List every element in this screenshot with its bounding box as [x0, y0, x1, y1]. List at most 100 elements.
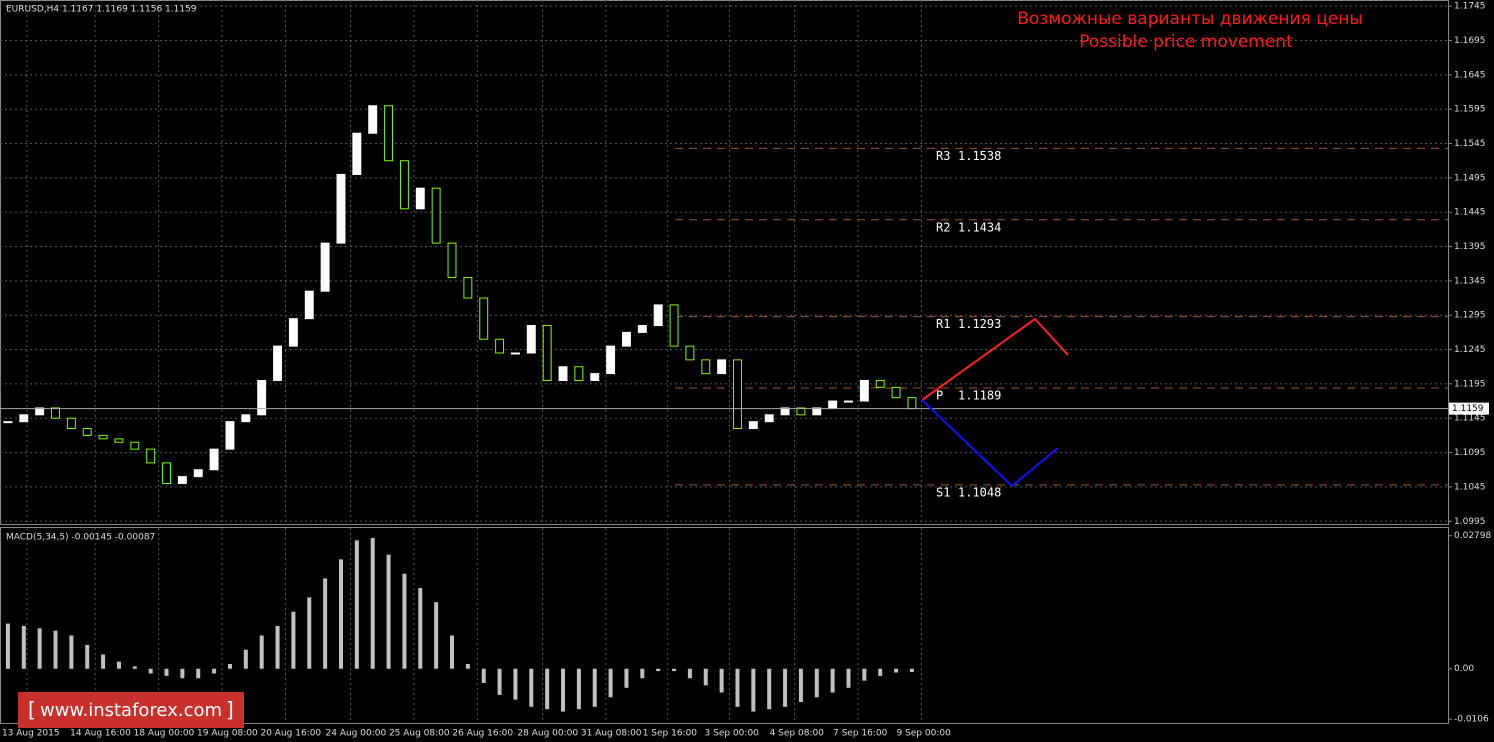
- macd-bar: [783, 668, 788, 707]
- macd-bar: [878, 668, 883, 676]
- macd-bar: [830, 668, 835, 693]
- candle: [82, 428, 92, 436]
- bullish-projection: [921, 317, 1069, 401]
- candle: [304, 290, 314, 320]
- macd-bar: [338, 559, 343, 669]
- macd-bar: [624, 668, 629, 688]
- y-tick-label: -0.0106: [1454, 715, 1489, 725]
- macd-bar: [101, 654, 106, 669]
- macd-bar: [798, 668, 803, 703]
- candle: [225, 421, 235, 450]
- current-price-label: 1.1159: [1452, 404, 1484, 414]
- candle: [907, 397, 917, 410]
- macd-panel: [0, 527, 1449, 724]
- pivot-name: R1: [936, 317, 950, 331]
- macd-bar: [370, 537, 375, 669]
- macd-bar: [481, 668, 486, 684]
- candle: [574, 366, 584, 381]
- x-tick-label: 1 Sep 16:00: [643, 729, 698, 739]
- x-tick-label: 19 Aug 08:00: [197, 729, 258, 739]
- candle: [479, 297, 489, 340]
- macd-bar: [323, 578, 328, 669]
- chart-title: Возможные варианты движения цены: [1017, 9, 1363, 29]
- macd-bar: [561, 668, 566, 712]
- y-tick-label: 1.1645: [1454, 70, 1486, 80]
- x-tick-label: 13 Aug 2015: [2, 729, 60, 739]
- pivot-name: S1: [936, 485, 950, 499]
- candle: [796, 407, 806, 416]
- macd-bar: [672, 668, 677, 672]
- candle: [288, 318, 298, 347]
- candle: [463, 276, 473, 299]
- x-tick-label: 3 Sep 00:00: [705, 729, 760, 739]
- x-tick-label: 4 Sep 08:00: [770, 729, 825, 739]
- candle: [495, 338, 505, 354]
- y-tick-label: 1.1045: [1454, 482, 1486, 492]
- candle: [447, 242, 457, 278]
- candle: [177, 476, 187, 484]
- candle: [764, 414, 774, 423]
- macd-bar: [132, 666, 137, 669]
- x-tick-label: 31 Aug 08:00: [581, 729, 642, 739]
- macd-label: MACD(5,34,5) -0.00145 -0.00087: [6, 533, 155, 543]
- candle: [828, 400, 838, 409]
- x-tick-label: 26 Aug 16:00: [452, 729, 513, 739]
- macd-bar: [862, 668, 867, 681]
- candle: [875, 379, 885, 388]
- candle: [891, 386, 901, 399]
- candle: [209, 448, 219, 471]
- macd-bar: [576, 668, 581, 710]
- watermark-bracket: ]: [226, 698, 234, 722]
- x-tick-label: 25 Aug 08:00: [389, 729, 450, 739]
- candle: [733, 359, 742, 430]
- candle: [193, 469, 203, 478]
- y-tick-label: 1.1095: [1454, 448, 1486, 458]
- macd-bar: [846, 668, 851, 688]
- y-tick-label: 1.1695: [1454, 36, 1486, 46]
- watermark-box: [18, 692, 244, 728]
- macd-bar: [608, 668, 613, 698]
- x-tick-label: 24 Aug 00:00: [326, 729, 387, 739]
- candle: [273, 345, 283, 381]
- y-tick-label: 1.1145: [1454, 414, 1486, 424]
- candle: [66, 417, 76, 430]
- macd-bar: [21, 625, 26, 669]
- candle: [717, 359, 727, 375]
- y-tick-label: 1.1495: [1454, 173, 1486, 183]
- candle: [542, 325, 552, 381]
- candle: [621, 331, 631, 347]
- candle: [3, 421, 13, 424]
- macd-bar: [307, 597, 312, 669]
- macd-bar: [719, 668, 724, 693]
- candle: [130, 441, 140, 450]
- macd-bar: [116, 661, 121, 669]
- macd-bar: [513, 668, 518, 700]
- pivot-value: 1.1048: [958, 485, 1001, 499]
- macd-bar: [291, 611, 296, 669]
- macd-bar: [909, 668, 914, 673]
- macd-bar: [418, 587, 423, 669]
- macd-bar: [243, 649, 248, 669]
- macd-bar: [180, 668, 185, 679]
- candle: [35, 407, 45, 416]
- candle: [352, 132, 362, 175]
- macd-bar: [148, 668, 153, 674]
- pivot-name: P: [936, 389, 943, 403]
- macd-bar: [69, 635, 74, 669]
- macd-bar: [529, 668, 534, 707]
- macd-bar: [434, 602, 439, 669]
- macd-bar: [354, 540, 359, 669]
- candle: [653, 304, 663, 327]
- macd-bar: [465, 663, 470, 669]
- candle: [336, 173, 346, 244]
- x-tick-label: 28 Aug 00:00: [517, 729, 578, 739]
- chart-subtitle: Possible price movement: [1079, 32, 1293, 52]
- y-tick-label: 1.0995: [1454, 517, 1486, 527]
- macd-bar: [227, 663, 232, 669]
- candle: [98, 434, 108, 440]
- y-tick-label: 1.1745: [1454, 2, 1486, 12]
- candle: [510, 352, 520, 355]
- macd-bar: [196, 668, 201, 679]
